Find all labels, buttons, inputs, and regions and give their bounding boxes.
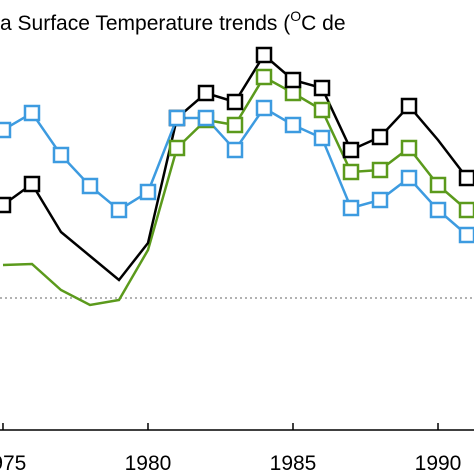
marker — [458, 226, 474, 244]
marker — [197, 109, 215, 127]
marker — [429, 201, 447, 219]
marker — [255, 99, 273, 117]
x-tick-label: 1980 — [125, 452, 172, 474]
x-tick-label: 1975 — [0, 452, 26, 474]
x-tick-label: 1985 — [270, 452, 317, 474]
marker — [0, 196, 12, 214]
marker — [168, 139, 186, 157]
marker — [0, 121, 12, 139]
title-superscript: O — [290, 8, 301, 24]
marker — [255, 46, 273, 64]
marker — [197, 84, 215, 102]
marker — [371, 161, 389, 179]
marker — [400, 169, 418, 187]
marker — [371, 191, 389, 209]
marker — [371, 128, 389, 146]
marker — [284, 71, 302, 89]
marker — [400, 139, 418, 157]
x-tick-label: 1990 — [415, 452, 462, 474]
marker — [110, 201, 128, 219]
marker — [81, 177, 99, 195]
marker — [226, 116, 244, 134]
marker — [226, 93, 244, 111]
marker — [342, 199, 360, 217]
marker — [458, 201, 474, 219]
marker — [429, 176, 447, 194]
marker — [313, 129, 331, 147]
title-part: C de — [301, 12, 345, 35]
chart-title: a Surface Temperature trends (OC de — [0, 8, 346, 35]
marker — [23, 104, 41, 122]
marker — [313, 79, 331, 97]
marker — [342, 163, 360, 181]
series-line — [2, 75, 468, 307]
marker — [458, 169, 474, 187]
marker — [342, 141, 360, 159]
title-part: a Surface Temperature trends ( — [0, 12, 290, 35]
marker — [400, 97, 418, 115]
marker — [255, 68, 273, 86]
marker — [313, 101, 331, 119]
marker — [284, 116, 302, 134]
marker — [52, 146, 70, 164]
marker — [23, 175, 41, 193]
marker — [226, 141, 244, 159]
marker — [168, 109, 186, 127]
marker — [139, 183, 157, 201]
